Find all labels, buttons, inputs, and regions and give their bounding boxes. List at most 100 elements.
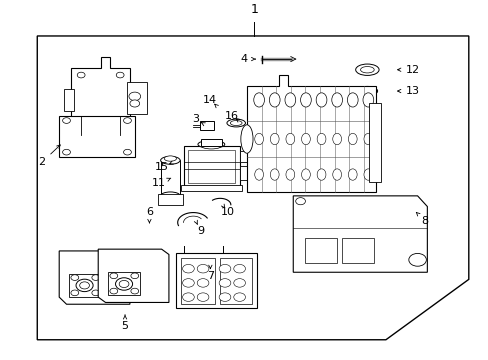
Ellipse shape: [300, 93, 311, 107]
Ellipse shape: [160, 157, 180, 164]
Circle shape: [62, 118, 70, 123]
Text: 10: 10: [220, 207, 234, 217]
Bar: [181, 258, 215, 304]
Circle shape: [77, 126, 85, 131]
Ellipse shape: [331, 93, 342, 107]
Circle shape: [197, 265, 208, 273]
Text: 11: 11: [152, 179, 166, 188]
Ellipse shape: [363, 133, 372, 145]
Bar: [59, 116, 135, 157]
Ellipse shape: [285, 169, 294, 180]
Ellipse shape: [355, 64, 378, 75]
Bar: [239, 166, 251, 180]
Circle shape: [233, 293, 245, 301]
Text: 7: 7: [206, 271, 213, 281]
Bar: [64, 89, 74, 111]
Circle shape: [131, 288, 139, 294]
Ellipse shape: [362, 93, 373, 107]
Ellipse shape: [347, 133, 356, 145]
Circle shape: [197, 293, 208, 301]
Text: 14: 14: [203, 95, 217, 105]
Ellipse shape: [80, 282, 89, 289]
Circle shape: [131, 273, 139, 279]
Text: 9: 9: [197, 226, 204, 237]
Bar: [368, 103, 380, 182]
Text: 15: 15: [154, 162, 168, 172]
Bar: [176, 253, 256, 308]
Circle shape: [233, 279, 245, 287]
Ellipse shape: [317, 169, 325, 180]
Bar: [200, 139, 222, 146]
Text: 16: 16: [225, 111, 239, 121]
Text: 1: 1: [250, 4, 258, 17]
Ellipse shape: [230, 121, 242, 126]
Circle shape: [295, 198, 305, 205]
Circle shape: [182, 279, 194, 287]
Ellipse shape: [301, 133, 310, 145]
Ellipse shape: [160, 192, 180, 200]
Ellipse shape: [332, 133, 341, 145]
Ellipse shape: [346, 93, 357, 107]
Circle shape: [182, 293, 194, 301]
Bar: [158, 194, 183, 205]
Polygon shape: [293, 196, 427, 272]
Bar: [188, 150, 234, 184]
Ellipse shape: [201, 143, 221, 149]
Ellipse shape: [316, 93, 326, 107]
Circle shape: [219, 293, 230, 301]
Ellipse shape: [361, 88, 373, 94]
Bar: [69, 274, 101, 297]
Ellipse shape: [285, 133, 294, 145]
Ellipse shape: [226, 119, 245, 127]
Polygon shape: [71, 57, 130, 135]
Circle shape: [92, 290, 100, 296]
Bar: [160, 160, 180, 196]
Ellipse shape: [269, 93, 280, 107]
Circle shape: [110, 288, 118, 294]
Circle shape: [116, 126, 124, 131]
Bar: [199, 121, 214, 130]
Text: 6: 6: [145, 207, 153, 217]
Text: 2: 2: [39, 157, 45, 167]
Bar: [127, 82, 147, 114]
Circle shape: [233, 265, 245, 273]
Text: 8: 8: [421, 216, 427, 226]
Ellipse shape: [119, 280, 129, 288]
Bar: [181, 185, 242, 190]
Circle shape: [116, 72, 124, 78]
Ellipse shape: [332, 169, 341, 180]
Text: 5: 5: [122, 320, 128, 330]
Circle shape: [62, 149, 70, 155]
Ellipse shape: [356, 86, 377, 96]
Ellipse shape: [164, 156, 176, 161]
Ellipse shape: [285, 93, 295, 107]
Ellipse shape: [198, 140, 224, 148]
Circle shape: [408, 253, 426, 266]
Text: 12: 12: [405, 65, 419, 75]
Ellipse shape: [360, 67, 373, 73]
Bar: [108, 272, 140, 295]
Ellipse shape: [115, 278, 132, 290]
Circle shape: [197, 279, 208, 287]
Circle shape: [110, 273, 118, 279]
Polygon shape: [37, 36, 468, 340]
Ellipse shape: [347, 169, 356, 180]
Circle shape: [129, 92, 141, 101]
Text: 4: 4: [241, 54, 247, 64]
Ellipse shape: [270, 169, 279, 180]
Circle shape: [71, 290, 79, 296]
Circle shape: [71, 275, 79, 280]
Ellipse shape: [76, 279, 93, 292]
Ellipse shape: [317, 133, 325, 145]
Bar: [239, 152, 251, 162]
Polygon shape: [98, 249, 168, 302]
Circle shape: [219, 265, 230, 273]
Text: 13: 13: [405, 86, 419, 96]
Circle shape: [92, 275, 100, 280]
Bar: [341, 238, 373, 264]
Circle shape: [123, 149, 131, 155]
Ellipse shape: [241, 125, 252, 153]
Ellipse shape: [363, 169, 372, 180]
Text: 3: 3: [192, 114, 199, 125]
Circle shape: [182, 265, 194, 273]
